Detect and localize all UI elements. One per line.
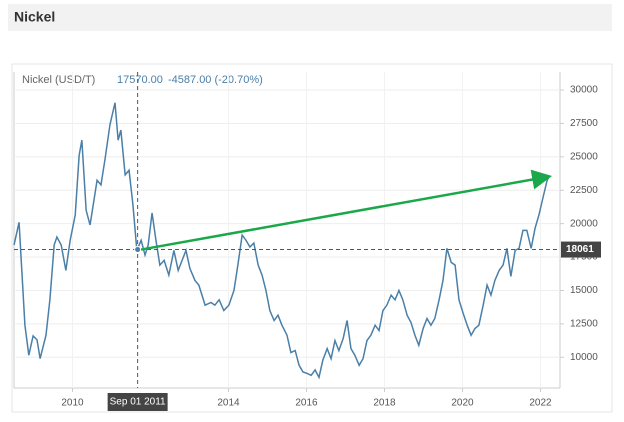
header-title: Nickel: [14, 9, 55, 25]
reference-label-box: [561, 241, 601, 258]
y-tick-label: 27500: [570, 118, 598, 129]
y-tick-label: 20000: [570, 218, 598, 229]
crosshair-label-box: [107, 393, 168, 411]
y-tick-label: 15000: [570, 285, 598, 296]
y-tick-label: 25000: [570, 151, 598, 162]
reference-label: 18061: [566, 244, 594, 255]
legend-name: Nickel (USD/T): [22, 74, 95, 86]
x-tick-label: 2018: [373, 398, 396, 409]
x-tick-label: 2010: [61, 398, 84, 409]
crosshair-dot: [134, 246, 142, 254]
y-tick-label: 12500: [570, 319, 598, 330]
y-tick-label: 10000: [570, 352, 598, 363]
y-tick-label: 22500: [570, 185, 598, 196]
legend-change: -4587.00 (-20.70%): [168, 74, 263, 86]
crosshair-label: Sep 01 2011: [110, 397, 166, 408]
legend-value: 17570.00: [117, 74, 163, 86]
chart-frame: [11, 63, 613, 413]
x-tick-label: 2020: [451, 398, 474, 409]
header-bar: [8, 4, 612, 31]
price-line: [13, 102, 550, 380]
trend-arrow: [140, 169, 553, 251]
x-tick-label: 2022: [529, 398, 552, 409]
x-tick-label: 2016: [295, 398, 318, 409]
y-tick-label: 30000: [570, 85, 598, 96]
x-tick-label: 2014: [217, 398, 240, 409]
